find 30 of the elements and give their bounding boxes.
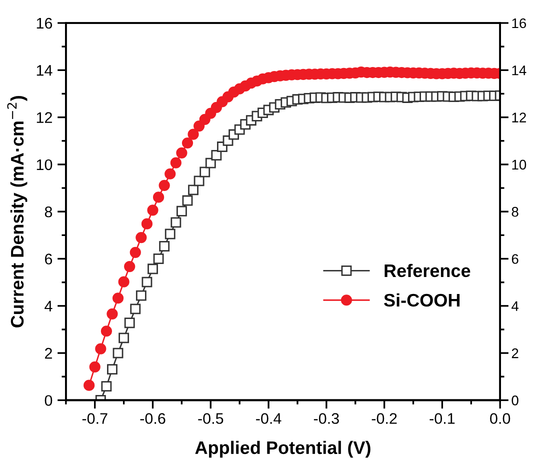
y-tick-label: 6 xyxy=(45,254,52,264)
y-tick-label: 8 xyxy=(44,206,52,218)
x-tick-label: 0.0 xyxy=(490,413,510,424)
x-tick-label: -0.2 xyxy=(372,413,397,424)
y-tick-label: 14 xyxy=(36,65,52,76)
y2-tick-label: 16 xyxy=(512,18,526,28)
y-tick-label: 0 xyxy=(44,395,52,406)
x-tick-label: -0.6 xyxy=(140,413,166,424)
x-tick-label: -0.3 xyxy=(314,413,339,424)
y-tick-label: 4 xyxy=(44,300,52,312)
x-tick-label: -0.1 xyxy=(430,413,455,424)
y2-tick-label: 4 xyxy=(512,301,519,311)
x-tick-label: -0.7 xyxy=(82,413,108,424)
y2-tick-label: 10 xyxy=(512,160,526,170)
y-tick-label: 12 xyxy=(36,112,52,123)
y-tick-label: 2 xyxy=(45,348,52,359)
y-tick-label: 16 xyxy=(36,18,52,29)
y-axis-title: Current Density (mA·cm$^{−2}$) xyxy=(7,96,28,328)
y2-tick-label: 6 xyxy=(512,254,518,264)
y2-tick-label: 12 xyxy=(512,112,526,122)
x-tick-label: -0.4 xyxy=(256,413,282,424)
x-tick-label: -0.5 xyxy=(198,413,224,424)
y-tick-label: 10 xyxy=(36,159,52,170)
y2-tick-label: 2 xyxy=(512,348,518,358)
y2-tick-label: 0 xyxy=(512,396,518,406)
x-axis-title: Applied Potential (V) xyxy=(195,440,370,458)
legend-label: Si-COOH xyxy=(384,293,460,307)
legend-label: Reference xyxy=(384,264,470,278)
y2-tick-label: 14 xyxy=(512,66,526,76)
y2-tick-label: 8 xyxy=(512,206,518,217)
